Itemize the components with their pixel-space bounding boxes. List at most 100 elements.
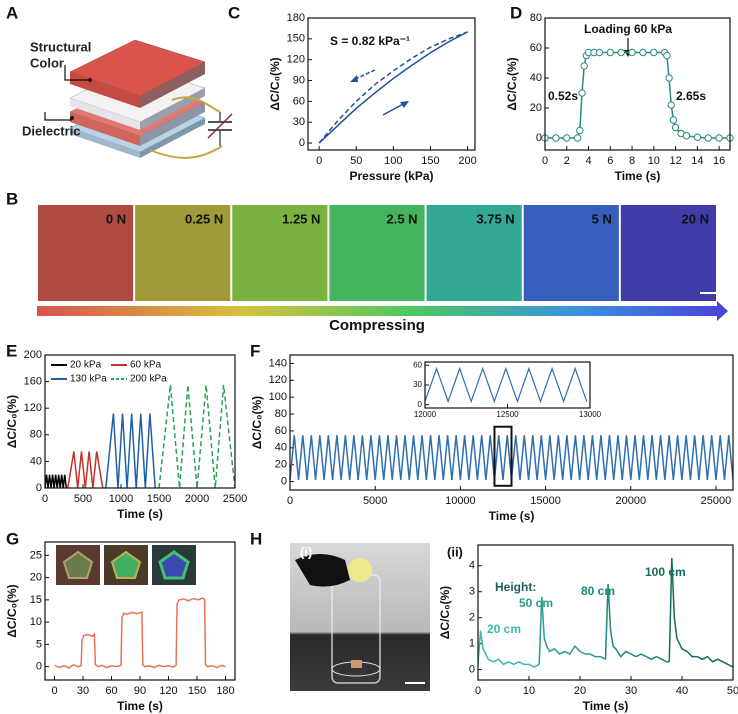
y-tick-label: 0	[469, 664, 475, 676]
y-tick-label: 2	[469, 612, 475, 624]
x-tick-label: 2000	[185, 493, 209, 505]
y-tick-label: 60	[530, 42, 542, 54]
y-tick-label: 80	[30, 429, 42, 441]
y-tick-label: 60	[293, 95, 305, 107]
data-point	[669, 116, 678, 124]
x-tick-label: 40	[676, 685, 688, 697]
y-tick-label: 0	[36, 482, 42, 494]
photo-texture	[38, 205, 134, 301]
legend-label: 130 kPa	[70, 374, 107, 385]
photo-strip: 0 N 0.25 N 1.25 N 2.5 N 3.75 N 5 N 20 N	[38, 205, 716, 301]
data-point	[617, 48, 625, 57]
data-point	[650, 48, 658, 57]
x-tick-label: 500	[74, 493, 92, 505]
data-point	[639, 48, 647, 57]
x-tick-label: 0	[42, 493, 48, 505]
legend-label: 20 kPa	[70, 360, 102, 371]
y-tick-label: 120	[287, 54, 305, 66]
data-point	[665, 74, 673, 82]
y-tick-label: 100	[269, 391, 287, 403]
caption: Compressing	[329, 317, 425, 334]
photo-label: 1.25 N	[282, 211, 320, 226]
data-point	[552, 134, 560, 142]
y-tick-label: 30	[293, 116, 305, 128]
arrow-head	[350, 75, 358, 82]
zoom-box	[493, 425, 513, 487]
x-tick-label: 200	[458, 155, 476, 167]
y-tick-label: 25	[30, 549, 42, 561]
data-point	[682, 132, 691, 140]
y-tick-label: 200	[24, 349, 42, 361]
data-point	[663, 51, 671, 60]
compress-arrow	[37, 306, 717, 316]
x-axis-label: Time (s)	[615, 169, 661, 183]
y-tick-label: 180	[287, 12, 305, 24]
series-line	[424, 366, 588, 404]
x-tick-label: 10000	[445, 495, 476, 507]
y-tick-label: 20	[30, 572, 42, 584]
x-tick-label: 2500	[223, 493, 247, 505]
series-line	[318, 31, 468, 144]
data-point	[667, 101, 675, 109]
panel-label: E	[6, 341, 17, 360]
photo-tile	[426, 205, 522, 301]
data-point	[563, 134, 571, 142]
x-tick-label: 0	[287, 495, 293, 507]
data-point	[606, 48, 614, 57]
y-tick-label: 120	[269, 374, 287, 386]
photo-label: 2.5 N	[386, 211, 417, 226]
y-tick-label: 120	[24, 402, 42, 414]
x-axis-label: Time (s)	[489, 509, 535, 523]
y-tick-label: 5	[36, 638, 42, 650]
series-line	[67, 451, 104, 489]
data-point	[628, 48, 636, 57]
y-tick-label: 20	[530, 102, 542, 114]
plot-frame	[477, 544, 734, 681]
y-tick-label: 60	[275, 425, 287, 437]
x-tick-label: 120	[159, 685, 177, 697]
photo-texture	[523, 205, 619, 301]
x-tick-label: 6	[607, 155, 613, 167]
x-tick-label: 10	[523, 685, 535, 697]
legend-label: 200 kPa	[130, 374, 167, 385]
x-tick-label: 25000	[701, 495, 732, 507]
photo-tile	[232, 205, 328, 301]
x-tick-label: 4	[585, 155, 591, 167]
series-line	[477, 630, 540, 668]
diagram-label: Structural	[30, 39, 91, 54]
x-tick-label: 50	[727, 685, 738, 697]
data-point	[580, 62, 588, 70]
annotation: 20 cm	[487, 622, 521, 636]
sub-label: (i)	[300, 544, 312, 559]
x-tick-label: 0	[542, 155, 548, 167]
annotation: 2.65s	[676, 89, 706, 103]
x-tick-label: 13000	[579, 410, 602, 419]
arrow-head	[400, 101, 409, 108]
layer-diagram	[44, 39, 233, 159]
y-tick-label: 20	[275, 459, 287, 471]
photo-tile	[620, 205, 716, 301]
data-point	[576, 126, 584, 135]
annotation: 0.52s	[548, 89, 578, 103]
x-tick-label: 12	[669, 155, 681, 167]
x-tick-label: 15000	[530, 495, 561, 507]
photo-label: 20 N	[682, 211, 709, 226]
x-tick-label: 50	[350, 155, 362, 167]
x-tick-label: 150	[421, 155, 439, 167]
series-line	[158, 384, 236, 489]
y-tick-label: 40	[275, 442, 287, 454]
series-line	[318, 31, 468, 144]
x-tick-label: 1000	[109, 493, 133, 505]
photo-texture	[620, 205, 716, 301]
y-axis-label: ΔC/C₀(%)	[438, 586, 452, 639]
series-line	[668, 557, 734, 668]
y-tick-label: 80	[275, 408, 287, 420]
y-tick-label: 90	[293, 74, 305, 86]
plot-frame	[307, 17, 476, 151]
drop-photo	[290, 543, 430, 691]
x-axis-label: Time (s)	[117, 699, 163, 713]
series-line	[538, 596, 606, 665]
y-tick-label: 80	[530, 12, 542, 24]
photo-tile	[523, 205, 619, 301]
